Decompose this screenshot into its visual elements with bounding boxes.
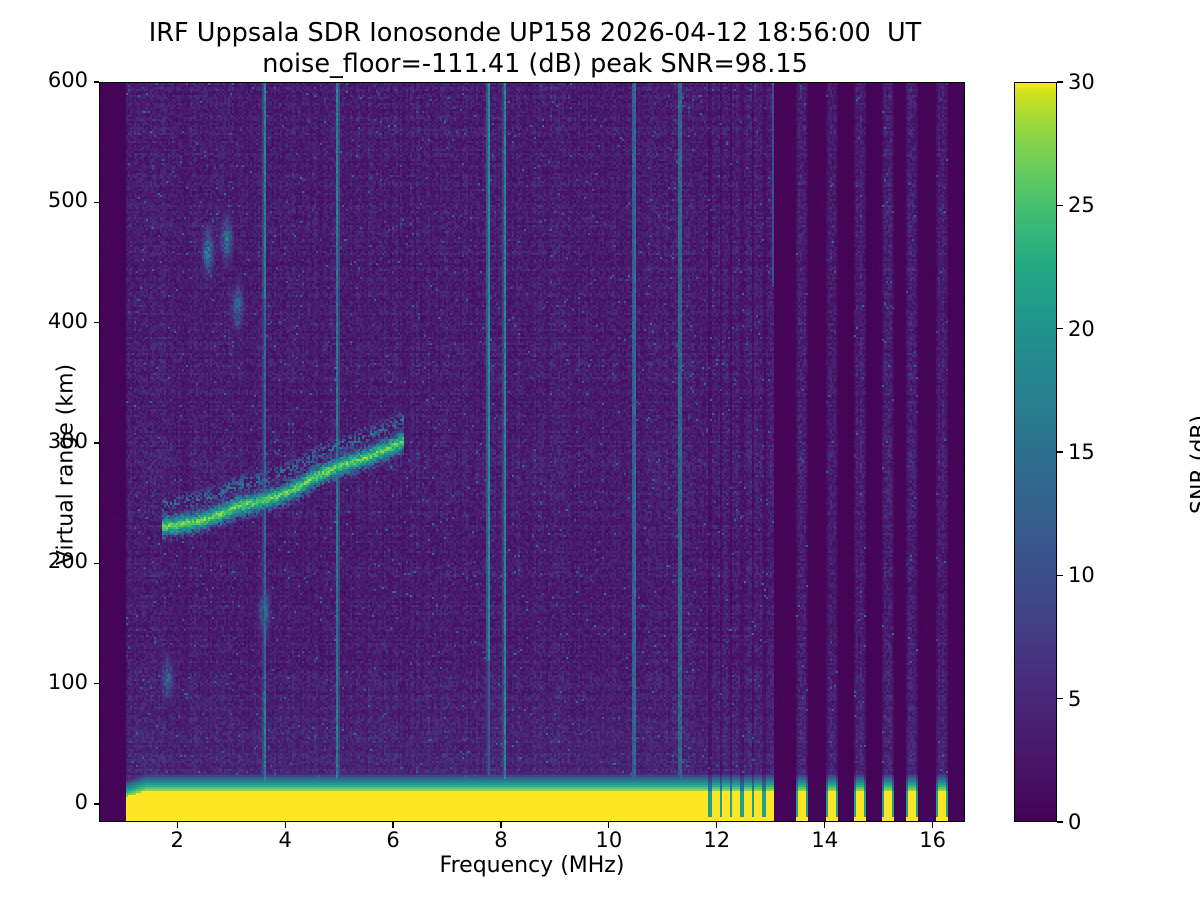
y-tick-label-600: 600 — [47, 68, 88, 92]
colorbar-tick-label-5: 5 — [1068, 686, 1082, 711]
y-tick-label-200: 200 — [47, 549, 88, 574]
y-tick-mark — [93, 803, 99, 805]
title-line-1: IRF Uppsala SDR Ionosonde UP158 2026-04-… — [148, 18, 922, 48]
colorbar-tick-mark — [1057, 698, 1063, 700]
x-tick-mark — [176, 822, 178, 828]
y-tick-mark — [93, 201, 99, 203]
x-tick-mark — [824, 822, 826, 828]
colorbar-tick-label-30: 30 — [1068, 70, 1095, 94]
colorbar-tick-mark — [1057, 81, 1063, 83]
x-axis-label: Frequency (MHz) — [439, 853, 625, 878]
x-tick-mark — [716, 822, 718, 828]
y-axis-label: Virtual range (km) — [53, 363, 79, 566]
figure-title: IRF Uppsala SDR Ionosonde UP158 2026-04-… — [0, 18, 1070, 80]
x-tick-label-10: 10 — [595, 828, 623, 852]
x-tick-mark — [932, 822, 934, 828]
colorbar-tick-label-20: 20 — [1068, 316, 1095, 341]
ionogram-heatmap — [100, 83, 964, 821]
colorbar-tick-mark — [1057, 451, 1063, 453]
y-tick-mark — [93, 81, 99, 83]
y-tick-mark — [93, 562, 99, 564]
x-tick-mark — [284, 822, 286, 828]
y-tick-mark — [93, 442, 99, 444]
colorbar-tick-mark — [1057, 574, 1063, 576]
x-tick-label-12: 12 — [703, 828, 731, 852]
y-tick-label-300: 300 — [47, 428, 88, 453]
x-tick-mark — [500, 822, 502, 828]
y-tick-label-500: 500 — [47, 188, 88, 213]
y-tick-mark — [93, 322, 99, 324]
colorbar-tick-mark — [1057, 328, 1063, 330]
colorbar-label: SNR (dB) — [1187, 415, 1200, 514]
x-tick-label-16: 16 — [919, 828, 946, 852]
y-tick-label-100: 100 — [47, 669, 88, 694]
snr-colorbar[interactable] — [1014, 82, 1057, 822]
ionogram-plot-area[interactable] — [99, 82, 965, 822]
x-tick-label-14: 14 — [811, 828, 839, 852]
x-tick-label-8: 8 — [494, 828, 508, 852]
colorbar-tick-label-15: 15 — [1068, 440, 1095, 464]
y-tick-label-0: 0 — [74, 789, 88, 814]
x-tick-mark — [392, 822, 394, 828]
colorbar-tick-mark — [1057, 821, 1063, 823]
x-tick-mark — [608, 822, 610, 828]
x-tick-label-2: 2 — [170, 828, 184, 852]
colorbar-tick-label-10: 10 — [1068, 563, 1095, 588]
y-tick-mark — [93, 683, 99, 685]
y-tick-label-400: 400 — [47, 308, 88, 333]
x-tick-label-6: 6 — [386, 828, 400, 852]
colorbar-tick-mark — [1057, 204, 1063, 206]
colorbar-tick-label-0: 0 — [1068, 810, 1082, 834]
x-tick-label-4: 4 — [278, 828, 292, 852]
title-line-2: noise_floor=-111.41 (dB) peak SNR=98.15 — [262, 49, 808, 80]
colorbar-tick-label-25: 25 — [1068, 193, 1095, 218]
